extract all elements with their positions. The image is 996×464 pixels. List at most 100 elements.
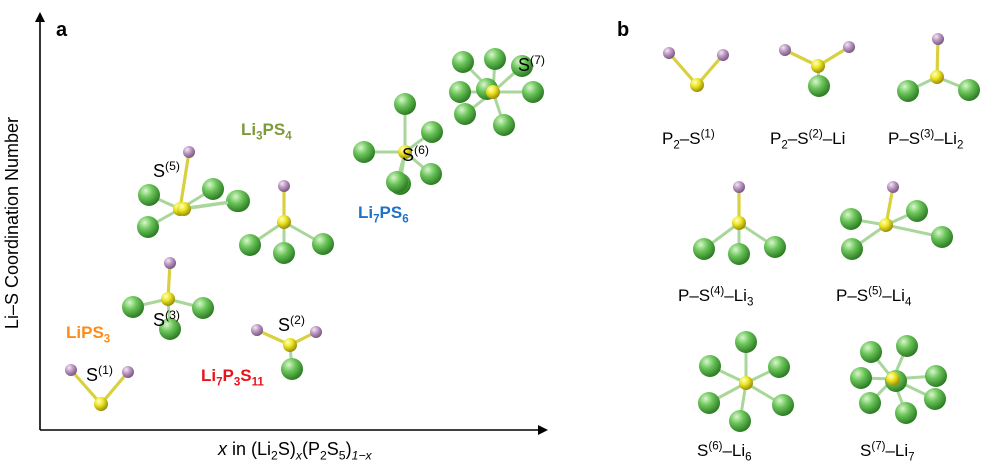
lithium-atom [735, 331, 757, 353]
lithium-atom [452, 51, 474, 73]
lithium-atom [484, 48, 506, 70]
lithium-atom [896, 335, 918, 357]
lithium-atom [511, 55, 533, 77]
motif-s7 [449, 48, 544, 136]
phosphorus-atom [183, 146, 195, 158]
lithium-atom [699, 355, 721, 377]
phosphorus-atom [843, 41, 855, 53]
motif-s5 [137, 146, 249, 238]
motif-b-s6-li6 [698, 331, 794, 432]
panel-a-label: a [56, 19, 68, 41]
lithium-atom [522, 81, 544, 103]
compound-label-li7p3s11: Li7P3S11 [201, 366, 264, 389]
sulfur-atom [486, 85, 500, 99]
motif-s6-li7ps6 [353, 93, 443, 195]
p-s-bond [69, 368, 103, 406]
lithium-atom [906, 200, 928, 222]
lithium-atom [273, 242, 295, 264]
phosphorus-atom [122, 366, 134, 378]
phosphorus-atom [663, 47, 675, 59]
caption-p-s5-li4: P–S(5)–Li4 [836, 285, 912, 309]
compound-label-lips3: LiPS3 [66, 323, 111, 346]
lithium-atom [924, 388, 946, 410]
lithium-atom [192, 297, 214, 319]
sulfur-atom [690, 78, 704, 92]
lithium-atom [958, 79, 980, 101]
phosphorus-atom [887, 181, 899, 193]
sulfur-atom [886, 372, 900, 386]
lithium-atom [850, 367, 872, 389]
lithium-atom [159, 318, 181, 340]
lithium-atom [454, 103, 476, 125]
sulfur-atom [879, 218, 893, 232]
phosphorus-atom [310, 326, 322, 338]
sulfur-atom [161, 292, 175, 306]
lithium-atom [228, 190, 250, 212]
lithium-atom [137, 216, 159, 238]
lithium-atom [693, 238, 715, 260]
lithium-atom [449, 81, 471, 103]
lithium-atom [421, 121, 443, 143]
lithium-atom [420, 163, 442, 185]
sulfur-atom [94, 397, 108, 411]
lithium-atom [895, 402, 917, 424]
motif-b-p-s5-li4 [840, 181, 953, 260]
phosphorus-atom [164, 257, 176, 269]
lithium-atom [281, 358, 303, 380]
sulfur-atom [739, 376, 753, 390]
phosphorus-atom [278, 180, 290, 192]
phosphorus-atom [65, 364, 77, 376]
site-label-s2: S(2) [278, 313, 305, 335]
lithium-atom [493, 114, 515, 136]
panel-b-label: b [617, 19, 630, 41]
motif-s5b [177, 190, 250, 216]
lithium-atom [729, 410, 751, 432]
lithium-atom [768, 356, 790, 378]
sulfur-atom [811, 59, 825, 73]
motif-b-p2-s2-li [779, 41, 855, 97]
site-label-s6: S(6) [402, 143, 429, 165]
lithium-atom [312, 233, 334, 255]
lithium-atom [353, 141, 375, 163]
site-label-s3: S(3) [153, 308, 180, 330]
caption-p2-s1: P2–S(1) [662, 128, 715, 152]
x-axis-label: x in (Li2S)x(P2S5)1−x [218, 439, 372, 463]
phosphorus-atom [717, 49, 729, 61]
lithium-atom [728, 243, 750, 265]
motif-b-p2-s1 [663, 47, 729, 92]
compound-label-li3ps4: Li3PS4 [241, 120, 292, 143]
p-s-bond [178, 150, 191, 211]
motif-b-p-s4-li3 [693, 181, 786, 265]
lithium-atom [841, 238, 863, 260]
motif-b-p-s3-li2 [897, 33, 980, 102]
lithium-atom [897, 80, 919, 102]
sulfur-atom [398, 145, 412, 159]
lithium-atom [860, 341, 882, 363]
lithium-atom [772, 394, 794, 416]
site-label-s5: S(5) [153, 159, 180, 181]
sulfur-atom [930, 70, 944, 84]
sulfur-atom [283, 338, 297, 352]
caption-p-s3-li2: P–S(3)–Li2 [888, 128, 964, 152]
lithium-atom [394, 93, 416, 115]
p-s-bond [667, 51, 699, 87]
lithium-atom [764, 236, 786, 258]
lithium-atom [202, 178, 224, 200]
compound-label-li7ps6: Li7PS6 [358, 203, 409, 226]
motif-s2-li7p3s11 [251, 324, 322, 380]
site-label-s7: S(7) [518, 53, 545, 75]
sulfur-atom [277, 215, 291, 229]
lithium-atom [122, 296, 144, 318]
motif-b-s7-li7 [850, 335, 947, 424]
lithium-atom [925, 365, 947, 387]
lithium-atom [808, 75, 830, 97]
caption-s7-li7: S(7)–Li7 [860, 440, 915, 464]
motif-s1-lips3 [65, 364, 134, 411]
lithium-atom [138, 184, 160, 206]
lithium-atom [931, 226, 953, 248]
y-axis-label: Li–S Coordination Number [2, 116, 22, 330]
motif-s3 [122, 257, 214, 340]
caption-p-s4-li3: P–S(4)–Li3 [678, 285, 754, 309]
motif-s4-li3ps4 [239, 180, 334, 264]
